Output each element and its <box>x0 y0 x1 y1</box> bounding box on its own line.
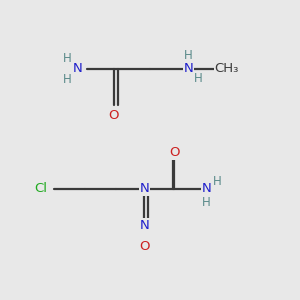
Text: CH₃: CH₃ <box>214 62 239 76</box>
Text: H: H <box>213 175 222 188</box>
Text: O: O <box>139 240 150 253</box>
Text: H: H <box>63 73 72 86</box>
Text: N: N <box>140 182 149 196</box>
Text: H: H <box>202 196 211 209</box>
Text: H: H <box>194 71 202 85</box>
Text: Cl: Cl <box>34 182 47 196</box>
Text: H: H <box>184 49 193 62</box>
Text: O: O <box>108 109 119 122</box>
Text: N: N <box>140 219 149 232</box>
Text: H: H <box>63 52 72 65</box>
Text: N: N <box>202 182 211 196</box>
Text: N: N <box>184 62 193 76</box>
Text: N: N <box>73 62 83 76</box>
Text: O: O <box>169 146 179 159</box>
